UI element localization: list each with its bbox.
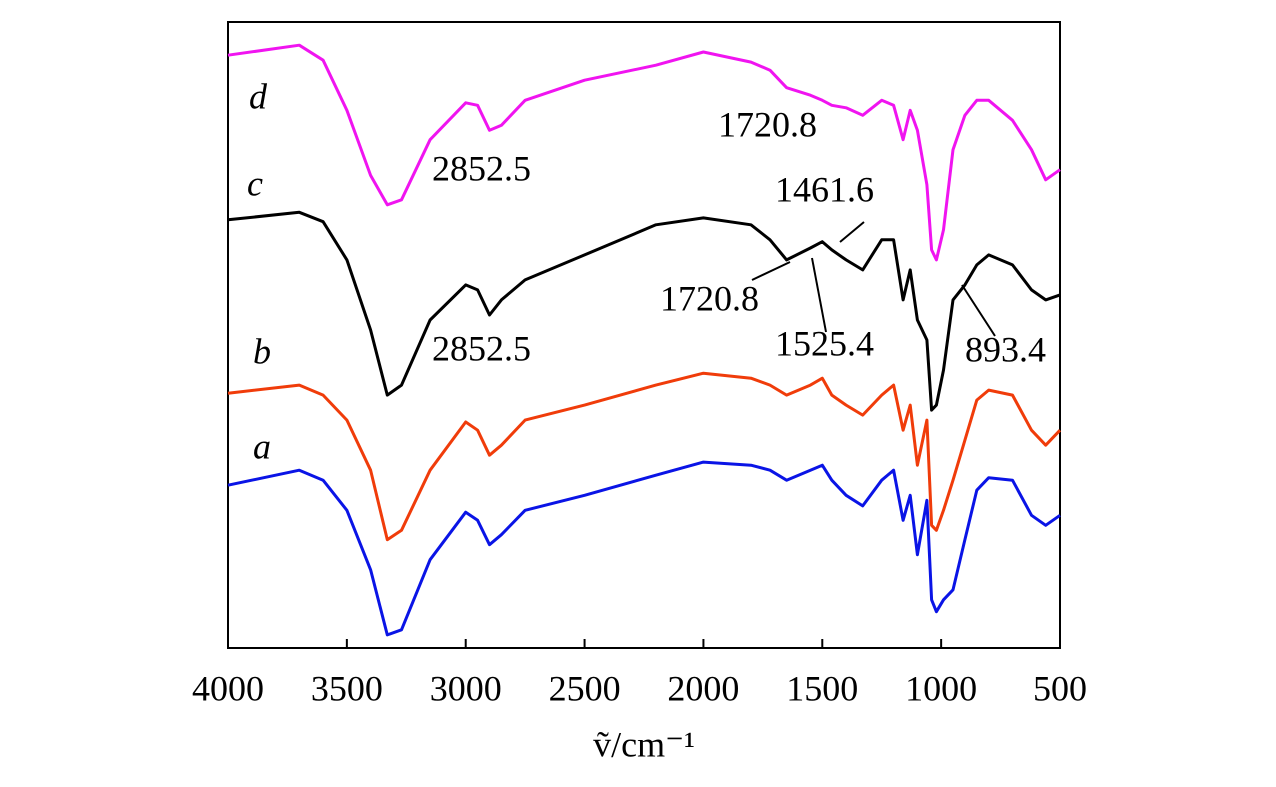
- annotation: 2852.5: [432, 148, 531, 188]
- annotation: 1525.4: [775, 323, 874, 363]
- spectrum-line: [227, 371, 1062, 542]
- series-label: b: [253, 331, 271, 371]
- series-label: d: [249, 76, 268, 116]
- annotation: 1720.8: [718, 104, 817, 144]
- annotation-leader: [751, 261, 791, 281]
- annotation: 2852.5: [432, 328, 531, 368]
- x-axis-label: ṽ/cm⁻¹: [593, 724, 695, 764]
- x-tick-label: 2500: [549, 668, 621, 708]
- x-tick-label: 3000: [430, 668, 502, 708]
- annotation-leader: [839, 221, 865, 243]
- series-label: a: [253, 426, 271, 466]
- annotation: 893.4: [965, 329, 1046, 369]
- annotation-leader: [961, 284, 996, 337]
- x-tick-label: 1500: [786, 668, 858, 708]
- x-tick-label: 1000: [905, 668, 977, 708]
- series-label: c: [247, 163, 263, 203]
- annotation-leader: [811, 257, 827, 333]
- spectrum-line: [227, 460, 1061, 637]
- x-tick-label: 500: [1033, 668, 1087, 708]
- x-tick-label: 2000: [667, 668, 739, 708]
- plot-frame: [227, 21, 1061, 649]
- spectrum-line: [227, 210, 1061, 412]
- spectrum-line: [227, 43, 1061, 262]
- x-tick-label: 3500: [311, 668, 383, 708]
- annotation: 1720.8: [660, 278, 759, 318]
- x-tick-label: 4000: [192, 668, 264, 708]
- annotation: 1461.6: [775, 169, 874, 209]
